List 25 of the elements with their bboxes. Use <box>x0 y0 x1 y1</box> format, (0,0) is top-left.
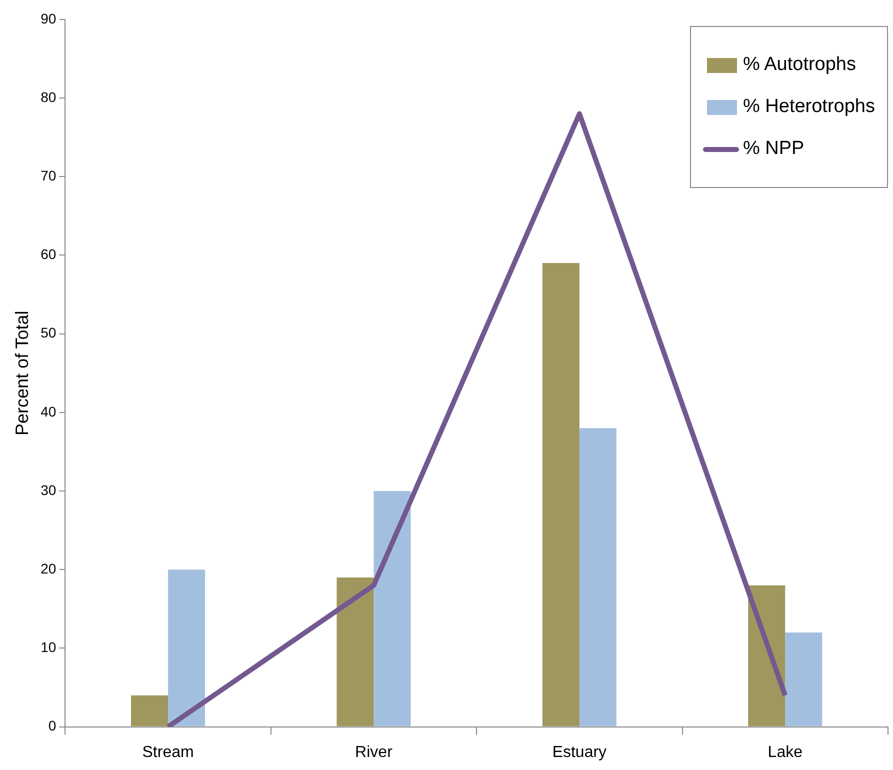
x-tick-label: Estuary <box>552 744 607 761</box>
y-tick-label: 0 <box>48 718 56 734</box>
y-tick-label: 40 <box>40 403 56 420</box>
legend-label: % Heterotrophs <box>742 96 875 118</box>
x-tick-label: River <box>355 744 394 761</box>
legend-label: % Autotrophs <box>742 54 856 76</box>
y-tick-label: 90 <box>40 10 56 26</box>
bar <box>542 263 580 726</box>
bar <box>131 695 168 726</box>
y-tick-label: 30 <box>40 482 56 498</box>
y-tick-label: 80 <box>40 88 56 105</box>
bar <box>336 577 374 726</box>
y-tick-label: 20 <box>40 560 56 576</box>
bar <box>785 632 822 726</box>
y-axis-title: Percent of Total <box>12 310 32 436</box>
y-tick-label: 70 <box>40 167 56 184</box>
bar <box>579 428 616 726</box>
y-tick-label: 10 <box>40 639 56 656</box>
y-tick-label: 50 <box>40 324 56 341</box>
x-tick-label: Lake <box>768 744 803 761</box>
bar <box>374 491 411 726</box>
x-tick-label: Stream <box>142 744 194 761</box>
y-tick-label: 60 <box>40 246 56 262</box>
legend-label: % NPP <box>742 138 804 160</box>
bar <box>168 570 206 726</box>
